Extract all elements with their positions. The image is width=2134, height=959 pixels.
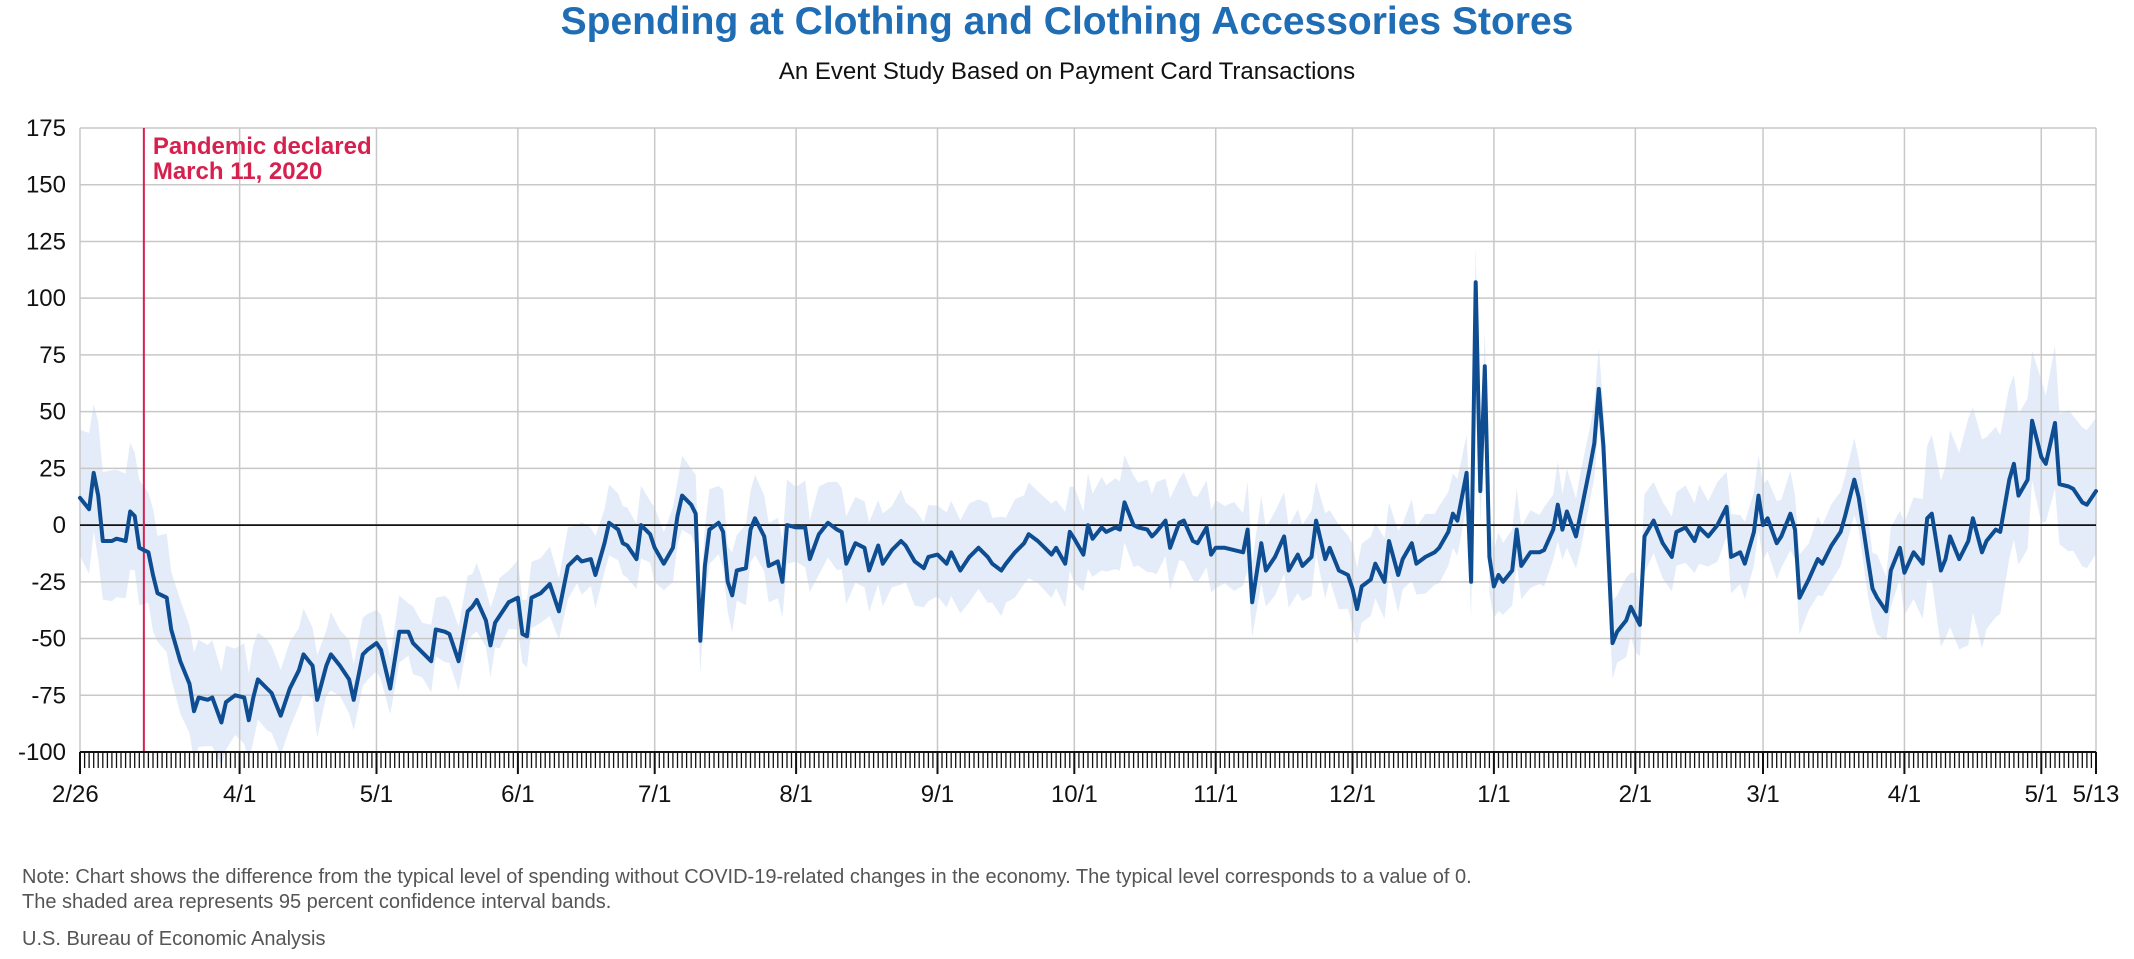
x-tick-label: 8/1 bbox=[779, 781, 812, 808]
y-tick-label: 50 bbox=[39, 399, 66, 426]
x-tick-label: 1/1 bbox=[1477, 781, 1510, 808]
x-tick-label: 2/26 bbox=[52, 781, 99, 808]
x-tick-label: 9/1 bbox=[921, 781, 954, 808]
confidence-band-layer bbox=[80, 246, 2096, 766]
chart-title: Spending at Clothing and Clothing Access… bbox=[560, 0, 1574, 43]
y-tick-label: 125 bbox=[26, 228, 66, 255]
series-line-layer bbox=[78, 280, 2098, 725]
x-tick-label: 5/1 bbox=[2025, 781, 2058, 808]
axis-layer: 175 150 125 100 75 50 25 0 -25 -50 -75 -100 2/26 4/1 5… bbox=[18, 115, 2119, 808]
x-tick-label: 12/1 bbox=[1329, 781, 1376, 808]
x-tick-label: 11/1 bbox=[1193, 781, 1238, 808]
y-tick-label: -25 bbox=[31, 569, 66, 596]
chart-subtitle: An Event Study Based on Payment Card Tra… bbox=[778, 58, 1356, 85]
y-tick-label: 25 bbox=[39, 455, 66, 482]
pandemic-annotation-line2: March 11, 2020 bbox=[153, 158, 322, 185]
x-tick-label: 10/1 bbox=[1051, 781, 1098, 808]
x-tick-label: 5/1 bbox=[360, 781, 393, 808]
confidence-interval-band bbox=[80, 246, 2096, 766]
y-tick-label: 0 bbox=[53, 512, 66, 539]
x-axis-daily-ticks bbox=[79, 752, 2097, 768]
y-tick-label: -50 bbox=[31, 626, 66, 653]
y-tick-label: 100 bbox=[26, 285, 66, 312]
footnote-line-1: Note: Chart shows the difference from th… bbox=[22, 866, 1472, 888]
x-tick-label: 4/1 bbox=[1888, 781, 1921, 808]
y-tick-label: -100 bbox=[18, 739, 66, 766]
pandemic-annotation-line1: Pandemic declared bbox=[153, 133, 372, 160]
x-tick-label: 6/1 bbox=[501, 781, 534, 808]
x-tick-label: 7/1 bbox=[638, 781, 671, 808]
source-credit: U.S. Bureau of Economic Analysis bbox=[22, 928, 326, 950]
y-tick-label: -75 bbox=[31, 682, 66, 709]
footnote-line-2: The shaded area represents 95 percent co… bbox=[22, 891, 612, 913]
x-tick-label: 2/1 bbox=[1619, 781, 1652, 808]
x-tick-label: 4/1 bbox=[223, 781, 256, 808]
x-tick-label: 3/1 bbox=[1746, 781, 1779, 808]
y-tick-label: 175 bbox=[26, 115, 66, 142]
x-axis-month-ticks bbox=[79, 752, 2097, 774]
spending-series-line bbox=[78, 280, 2098, 725]
y-tick-label: 150 bbox=[26, 172, 66, 199]
x-tick-label: 5/13 bbox=[2073, 781, 2120, 808]
y-tick-label: 75 bbox=[39, 342, 66, 369]
